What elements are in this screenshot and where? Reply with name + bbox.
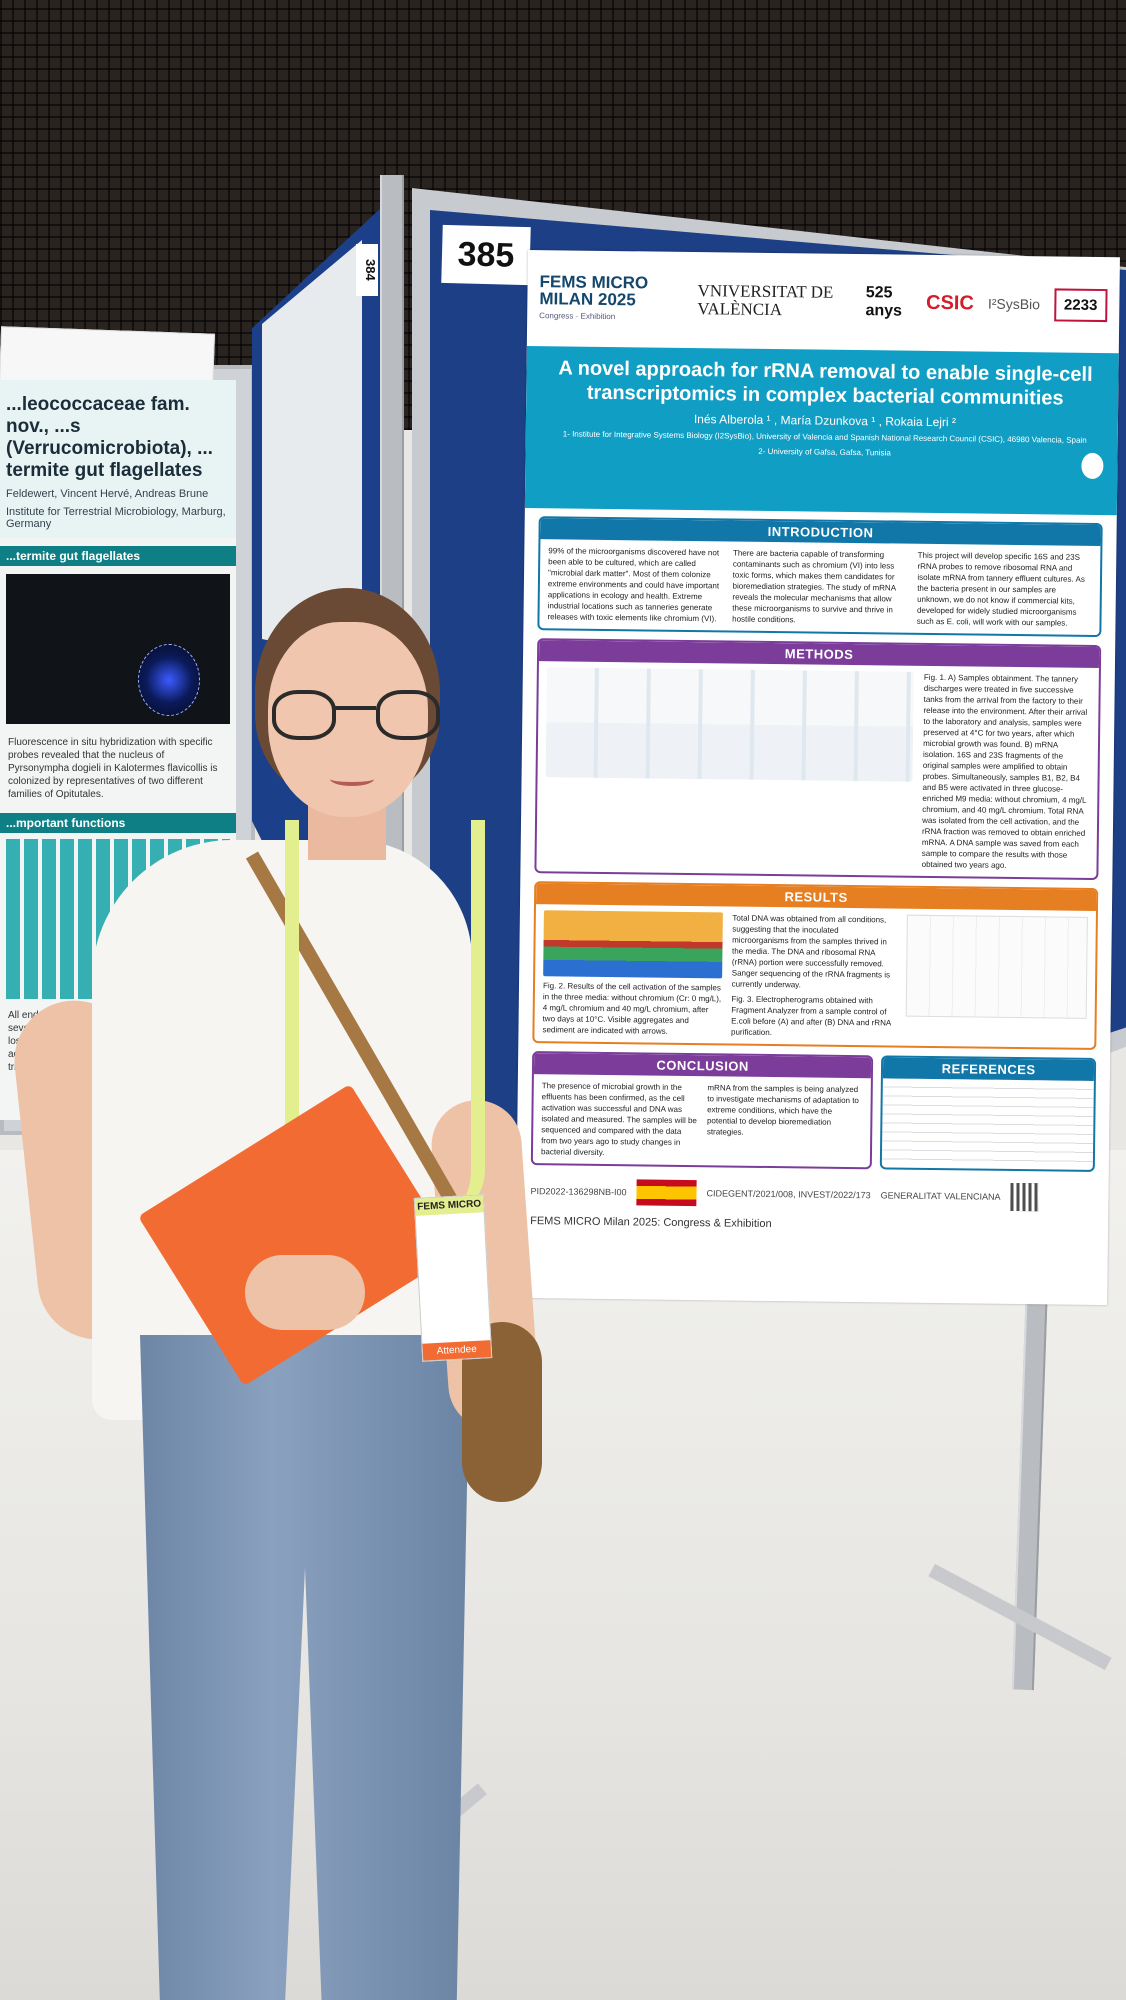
- board-pole: [380, 175, 404, 1955]
- left-poster-bar-2: ...mportant functions: [0, 813, 236, 833]
- references-section: REFERENCES: [880, 1055, 1097, 1172]
- nucleus-fluorescence: [138, 644, 200, 716]
- results-section: RESULTS Fig. 2. Results of the cell acti…: [532, 881, 1099, 1051]
- logo-row: FEMS MICRO MILAN 2025 Congress · Exhibiti…: [527, 250, 1120, 353]
- methods-section: METHODS Fig. 1. A) Samples obtainment. T…: [534, 638, 1102, 881]
- middle-board-number: 384: [356, 244, 378, 296]
- institute-logo: I²SysBio: [987, 295, 1041, 313]
- poster-title: A novel approach for rRNA removal to ena…: [558, 357, 1093, 410]
- poster-id: 2233: [1053, 287, 1108, 322]
- fig2-caption: Fig. 2. Results of the cell activation o…: [542, 981, 722, 1036]
- conclusion-section: CONCLUSION The presence of microbial gro…: [530, 1051, 874, 1170]
- title-bar: A novel approach for rRNA removal to ena…: [524, 345, 1119, 516]
- left-poster-text-1: Fluorescence in situ hybridization with …: [8, 737, 218, 800]
- grant-code: CIDEGENT/2021/008, INVEST/2022/173: [706, 1188, 871, 1201]
- fems-micro-logo: FEMS MICRO MILAN 2025 Congress · Exhibiti…: [539, 271, 649, 321]
- left-poster-gene-grid: [6, 839, 230, 999]
- left-poster-bar-1: ...termite gut flagellates: [0, 546, 236, 566]
- affiliation-2: 2- University of Gafsa, Gafsa, Tunisia: [758, 446, 891, 458]
- methods-caption: Fig. 1. A) Samples obtainment. The tanne…: [921, 672, 1088, 870]
- references-heading: REFERENCES: [883, 1057, 1095, 1081]
- microbe-icon: [1081, 452, 1104, 480]
- introduction-col-2: There are bacteria capable of transformi…: [732, 548, 896, 625]
- electropherogram-figure: [906, 914, 1088, 1019]
- gva-logo: GENERALITAT VALENCIANA: [880, 1190, 1001, 1202]
- spain-flag-icon: [636, 1179, 697, 1207]
- qr-code-icon: [1010, 1182, 1039, 1212]
- project-code: PID2022-136298NB-I00: [530, 1186, 627, 1198]
- left-poster-text-2: All endosymbiotic lineages of Opitutales…: [8, 1010, 216, 1073]
- poster-authors: Inés Alberola ¹ , María Dzunkova ¹ , Rok…: [693, 412, 957, 430]
- board-number: 385: [441, 224, 531, 286]
- university-logo: VNIVERSITAT DE VALÈNCIA: [697, 281, 834, 320]
- conclusion-col-2: mRNA from the samples is being analyzed …: [706, 1083, 859, 1137]
- introduction-col-1: 99% of the microorganisms discovered hav…: [547, 546, 720, 624]
- left-poster-title: ...leococcaceae fam. nov., ...s (Verruco…: [6, 394, 213, 481]
- introduction-col-3: This project will develop specific 16S a…: [916, 550, 1085, 628]
- csic-logo: CSIC: [925, 291, 975, 314]
- research-poster: FEMS MICRO MILAN 2025 Congress · Exhibiti…: [515, 250, 1120, 1306]
- references-list: [882, 1078, 1094, 1163]
- left-poster-microscopy-image: [6, 574, 230, 724]
- left-poster-institute: Institute for Terrestrial Microbiology, …: [6, 506, 226, 530]
- left-poster-authors: Feldewert, Vincent Hervé, Andreas Brune: [6, 488, 209, 500]
- methods-figure: [545, 667, 915, 782]
- cell-activation-figure: [543, 910, 723, 979]
- introduction-section: INTRODUCTION 99% of the microorganisms d…: [537, 516, 1103, 638]
- anniversary-logo: 525 anys: [865, 284, 903, 320]
- fig3-caption: Fig. 3. Electropherograms obtained with …: [730, 994, 891, 1038]
- results-text: Total DNA was obtained from all conditio…: [731, 913, 891, 990]
- left-poster: ...leococcaceae fam. nov., ...s (Verruco…: [0, 380, 236, 1120]
- conclusion-col-1: The presence of microbial growth in the …: [540, 1081, 697, 1158]
